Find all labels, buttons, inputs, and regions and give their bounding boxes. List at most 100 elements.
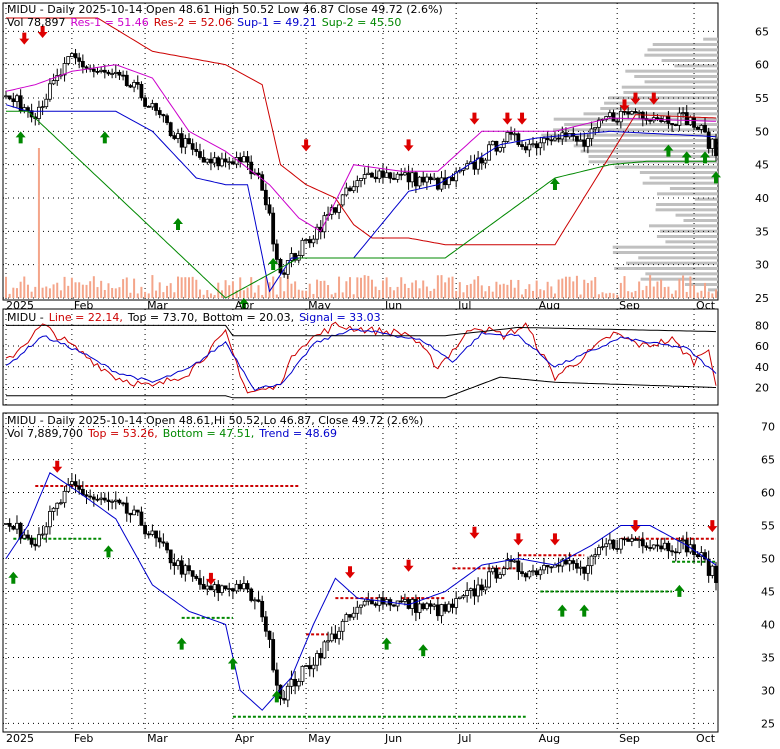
trend-panel-frame: [2, 412, 719, 733]
trend-y-tick-label: 70: [761, 421, 775, 434]
trend-bar-body: [545, 564, 550, 568]
trend-bar-body: [454, 598, 459, 608]
price-bar-body: [95, 71, 100, 73]
trend-bar-body: [216, 584, 221, 594]
volume-profile-bar: [656, 235, 718, 238]
price-bar-body: [198, 151, 202, 158]
trend-bar-body: [465, 590, 470, 597]
volume-bar: [682, 275, 685, 298]
trend-bar-body: [307, 665, 312, 670]
trend-bar-body: [450, 603, 455, 608]
trend-bar-body: [575, 563, 579, 569]
trend-bar-body: [618, 538, 623, 550]
volume-bar: [411, 282, 414, 298]
price-bar-body: [55, 75, 60, 81]
price-header-item: Vol 78,897: [7, 16, 65, 29]
trend-bar-body: [55, 502, 60, 509]
price-bar-body: [710, 138, 715, 149]
buy-arrow: [238, 298, 249, 310]
price-bar-body: [271, 212, 276, 245]
volume-bar: [209, 293, 212, 298]
trend-y-tick-label: 45: [761, 585, 775, 598]
trend-bar-body: [165, 542, 169, 551]
line-sup-1: [5, 104, 717, 293]
trend-bar-body: [637, 539, 642, 542]
trend-bar-body: [150, 530, 155, 535]
trend-bar-body: [293, 678, 298, 687]
trend-bar-body: [538, 569, 543, 576]
volume-bar: [693, 284, 696, 298]
price-bar-body: [509, 131, 513, 135]
volume-profile-bar: [649, 176, 718, 180]
trend-bar-body: [421, 603, 426, 610]
volume-bar: [85, 284, 88, 298]
price-bar-body: [615, 120, 620, 123]
volume-bar: [19, 281, 22, 298]
volume-bar: [579, 294, 582, 298]
volume-bar: [385, 277, 388, 298]
volume-bar: [378, 290, 381, 298]
volume-bar: [499, 284, 502, 298]
trend-bar-body: [571, 560, 576, 564]
volume-bar: [605, 293, 608, 298]
price-bar-body: [688, 117, 693, 126]
price-y-tick-label: 25: [755, 292, 769, 305]
price-bar-body: [421, 176, 426, 183]
volume-bar: [660, 279, 663, 298]
volume-bar: [469, 283, 472, 298]
trend-bar-body: [626, 538, 631, 542]
price-bar-body: [135, 82, 140, 85]
trend-header-line2: Vol 7,889,700 Top = 53.26, Bottom = 47.51,…: [7, 427, 337, 440]
price-bar-body: [179, 133, 184, 148]
price-bar-body: [143, 97, 147, 107]
trend-bar-body: [377, 597, 382, 606]
volume-bar: [67, 285, 70, 298]
volume-bar: [374, 286, 377, 298]
volume-bar: [81, 284, 84, 298]
trend-x-tick-label: Jun: [384, 732, 402, 745]
volume-bar: [92, 276, 95, 298]
price-bar-body: [366, 172, 371, 175]
volume-bar: [242, 290, 245, 298]
volume-bar: [177, 276, 180, 298]
volume-profile-bar: [675, 213, 718, 217]
volume-bar: [45, 286, 48, 298]
volume-profile-bar: [553, 128, 718, 132]
trend-bar-body: [179, 560, 184, 575]
volume-profile-bar: [642, 181, 718, 185]
volume-bars: [5, 148, 717, 298]
trend-bar-body: [161, 541, 166, 544]
price-bar-body: [677, 112, 682, 126]
price-bar-body: [626, 111, 631, 115]
trend-sell-arrow: [52, 460, 63, 473]
oscillator-y-tick-label: 60: [755, 340, 769, 353]
volume-bar: [206, 290, 209, 298]
price-bar-body: [534, 143, 539, 149]
volume-bar: [323, 280, 326, 298]
oscillator-top: [6, 324, 717, 337]
price-bar-body: [362, 174, 367, 179]
trend-bar-body: [582, 566, 587, 574]
trend-bar-body: [512, 560, 517, 563]
volume-profile-bar: [644, 80, 718, 84]
price-y-tick-label: 45: [755, 159, 769, 172]
volume-bar: [231, 281, 234, 298]
trend-bar-body: [168, 549, 173, 564]
trend-bar-body: [176, 560, 180, 567]
trend-bar-body: [99, 497, 104, 500]
trend-bar-body: [534, 570, 539, 576]
trend-y-tick-label: 65: [761, 454, 775, 467]
trend-bar-body: [48, 511, 52, 528]
trend-buy-arrow: [674, 584, 685, 597]
trend-buy-arrow: [176, 637, 187, 650]
volume-bar: [103, 289, 106, 298]
price-bar-body: [670, 123, 674, 125]
price-header-item: Res-2 = 52.06: [154, 16, 232, 29]
volume-profile-bar: [684, 283, 718, 286]
buy-arrow: [700, 151, 711, 164]
price-bar-body: [618, 110, 623, 123]
trend-bar-body: [542, 564, 546, 571]
volume-bar: [641, 290, 644, 298]
volume-profile-bar: [588, 155, 718, 158]
price-bar-body: [648, 119, 653, 122]
